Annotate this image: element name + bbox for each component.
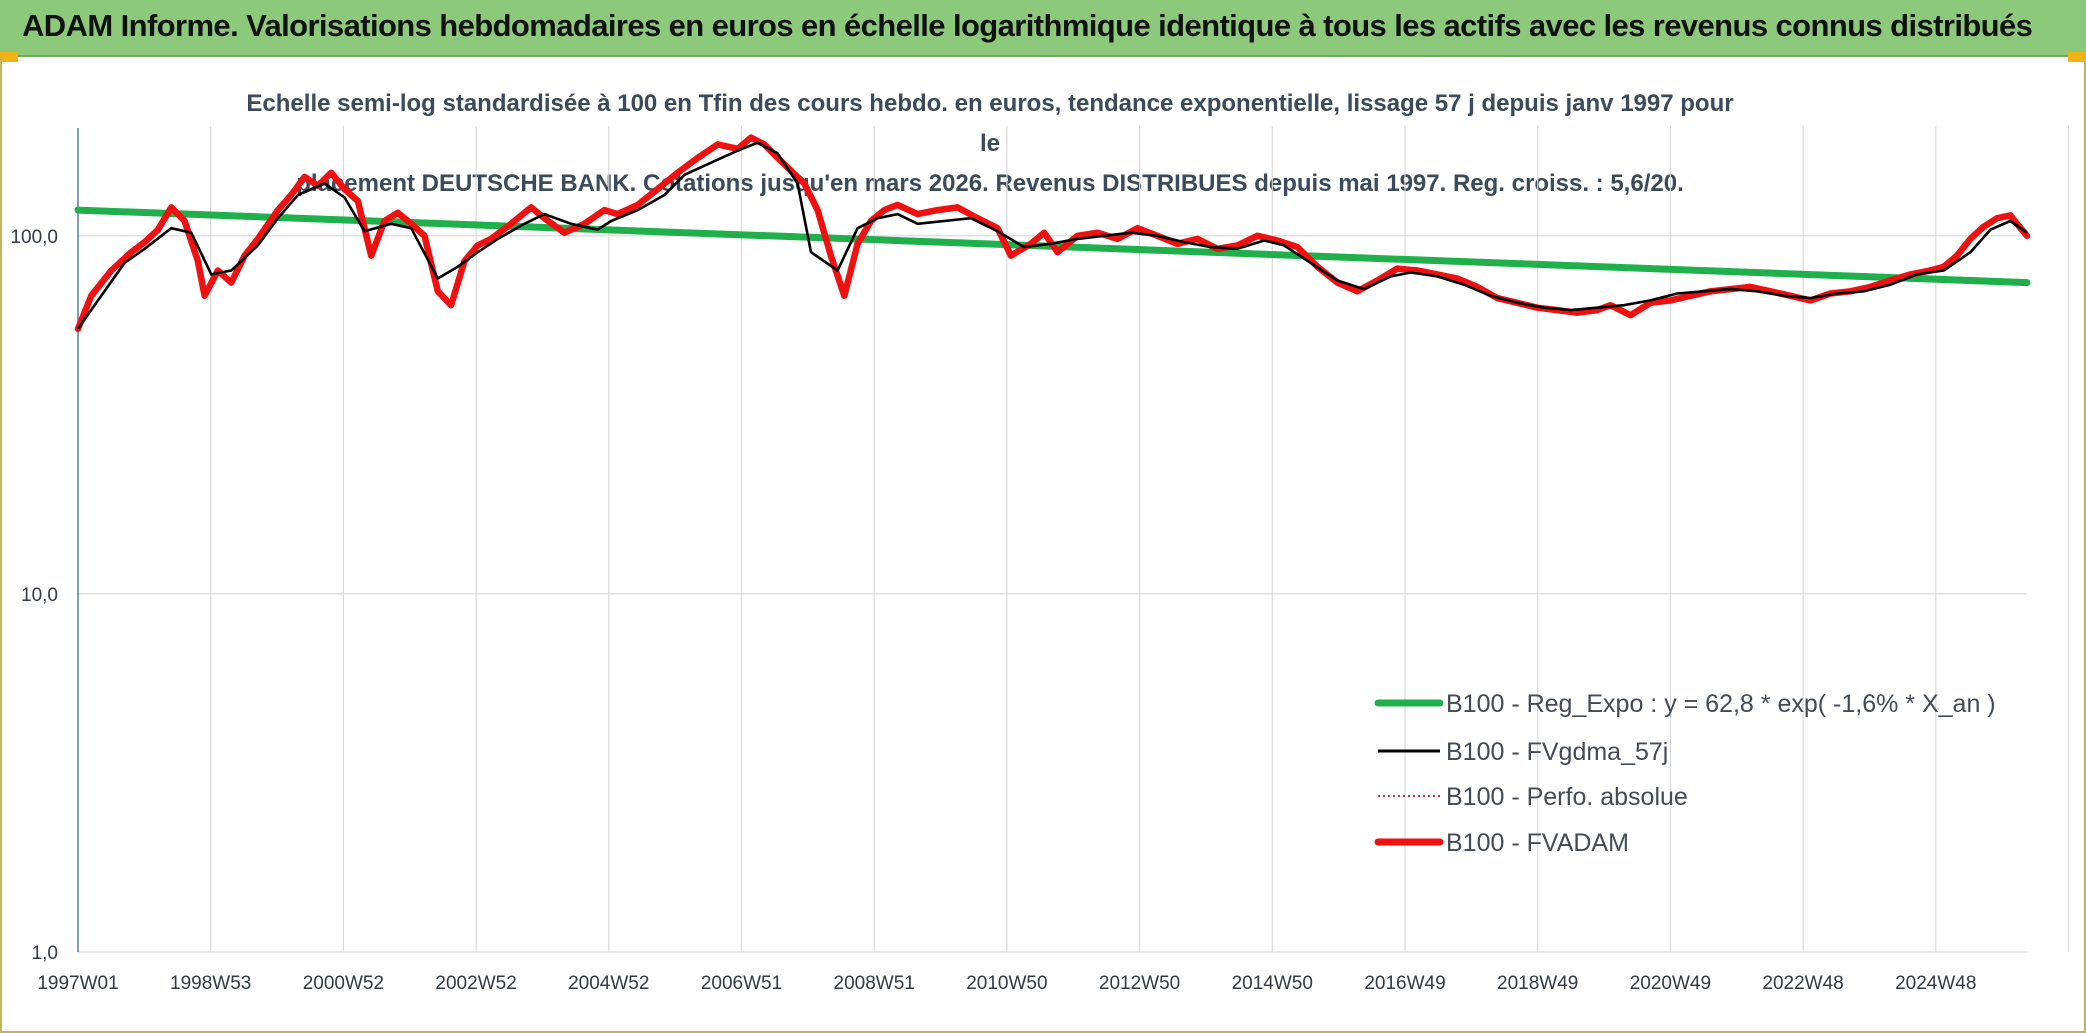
chart-subtitle: placement DEUTSCHE BANK. Cotations jusqu… xyxy=(296,170,1684,197)
x-tick-label: 2020W49 xyxy=(1630,973,1711,994)
x-tick-label: 2006W51 xyxy=(701,973,782,994)
series-lines xyxy=(74,134,2031,333)
x-tick-label: 2018W49 xyxy=(1497,973,1578,994)
chart-frame xyxy=(0,57,2086,1033)
legend-label: B100 - FVADAM xyxy=(1446,829,1629,857)
legend-label: B100 - Perfo. absolue xyxy=(1446,783,1688,811)
legend-label: B100 - Reg_Expo : y = 62,8 * exp( -1,6% … xyxy=(1446,690,1996,718)
chart-caption: Echelle semi-log standardisée à 100 en T… xyxy=(240,84,1740,204)
x-tick-label: 2004W52 xyxy=(568,973,649,994)
y-tick-label: 100,0 xyxy=(10,227,58,248)
tick-labels: 1,0 10,0 100,0 1997W01 1998W53 2000W52 2002W52… xyxy=(10,227,1976,994)
x-tick-label: 2024W48 xyxy=(1895,973,1976,994)
report-banner: ADAM Informe. Valorisations hebdomadaire… xyxy=(0,0,2086,57)
chart-title: Echelle semi-log standardisée à 100 en T… xyxy=(246,90,1734,157)
corner-marker-left xyxy=(0,52,18,62)
x-tick-label: 2016W49 xyxy=(1364,973,1445,994)
x-tick-label: 2000W52 xyxy=(303,973,384,994)
x-tick-label: 2014W50 xyxy=(1232,973,1313,994)
corner-marker-right xyxy=(2068,52,2086,62)
x-tick-label: 2010W50 xyxy=(966,973,1047,994)
x-tick-label: 1998W53 xyxy=(170,973,251,994)
series-line-1 xyxy=(76,141,2028,330)
x-tick-label: 2022W48 xyxy=(1762,973,1843,994)
series-line-3 xyxy=(74,134,2031,333)
x-tick-label: 1997W01 xyxy=(37,973,118,994)
legend: B100 - Reg_Expo : y = 62,8 * exp( -1,6% … xyxy=(1374,690,1996,857)
x-tick-label: 2002W52 xyxy=(435,973,516,994)
x-tick-label: 2012W50 xyxy=(1099,973,1180,994)
x-tick-label: 2008W51 xyxy=(834,973,915,994)
legend-label: B100 - FVgdma_57j xyxy=(1446,738,1668,766)
report-title: ADAM Informe. Valorisations hebdomadaire… xyxy=(22,8,2033,43)
y-tick-label: 1,0 xyxy=(32,943,58,964)
y-tick-label: 10,0 xyxy=(21,585,58,606)
